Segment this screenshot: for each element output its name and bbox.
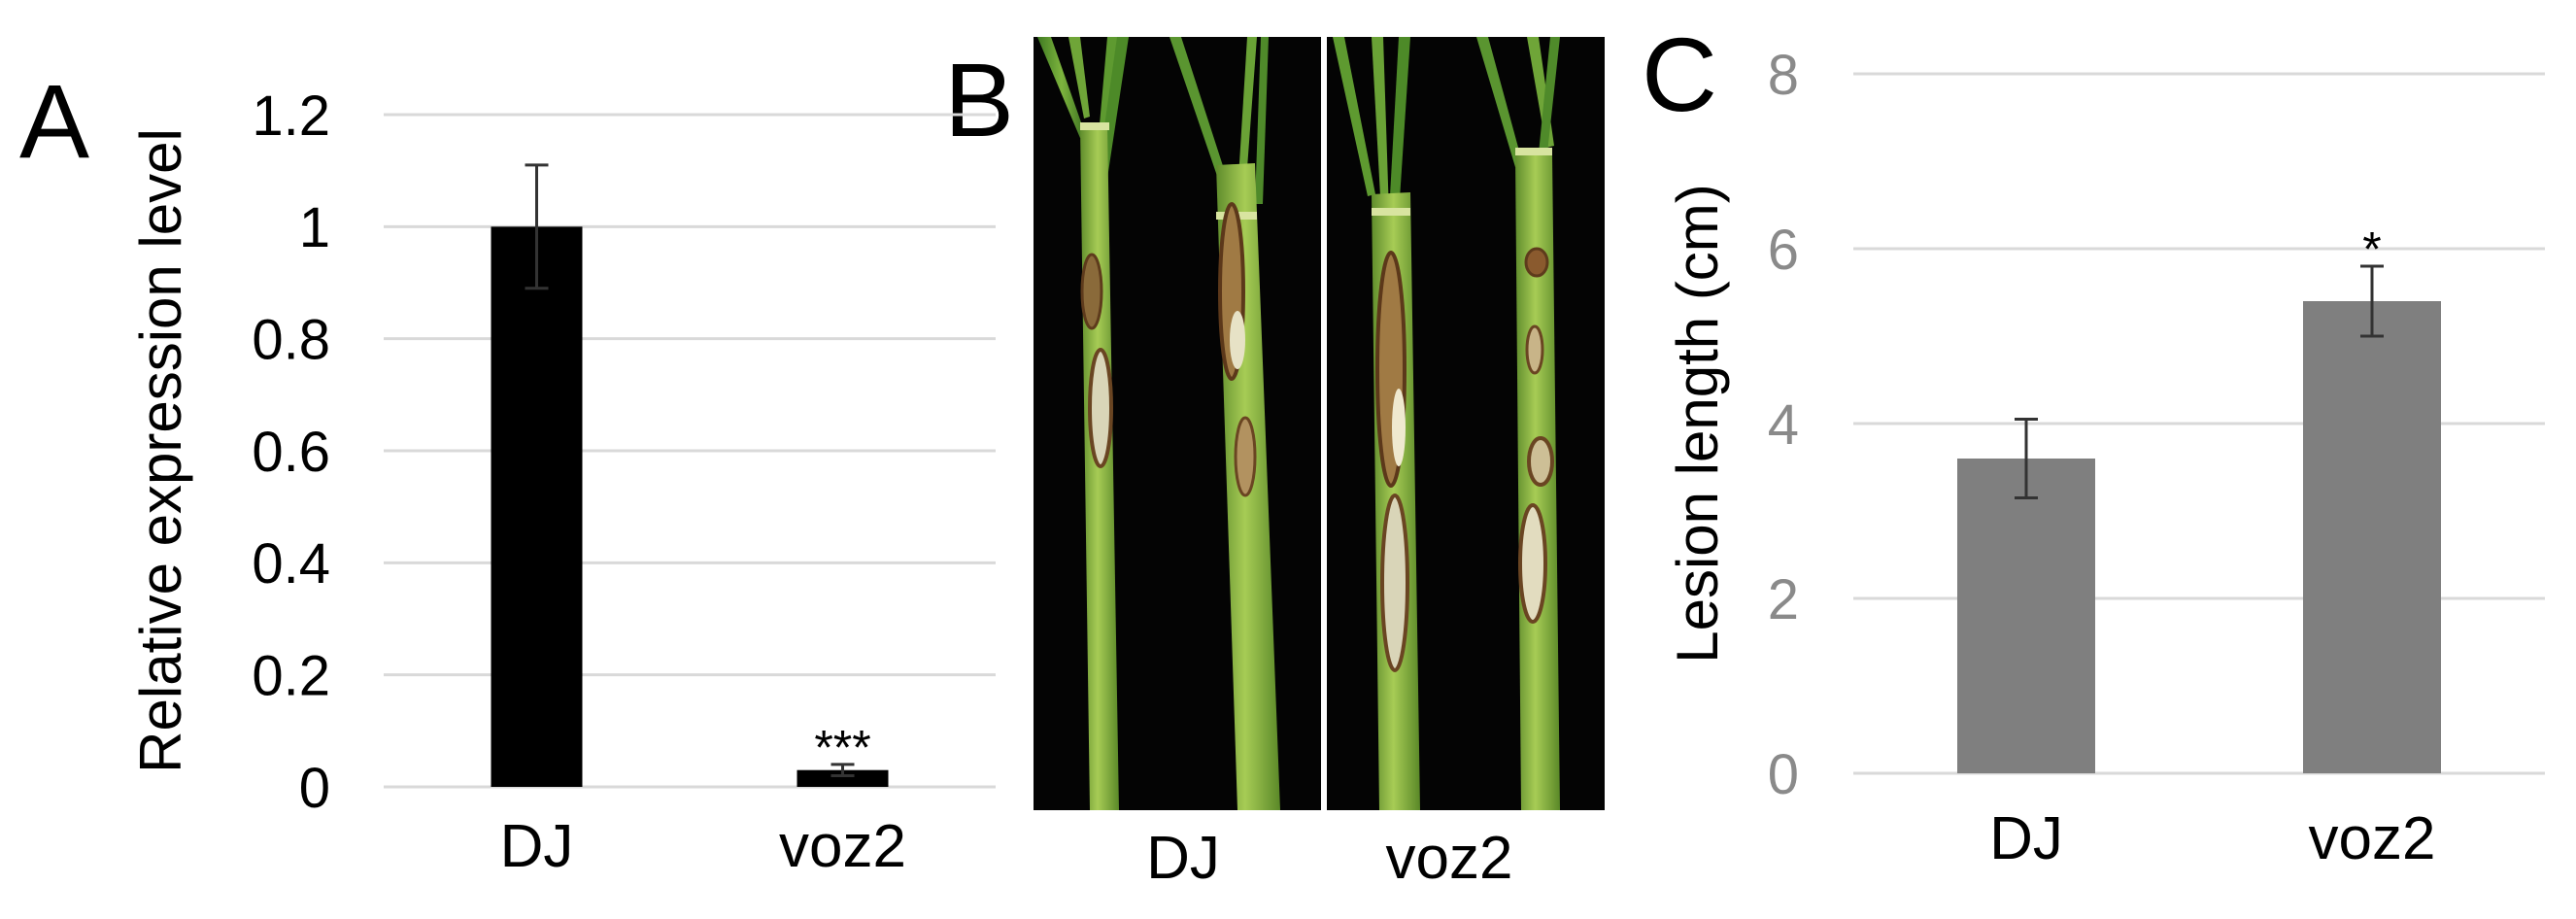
y-tick-label: 0.4 [252,532,330,596]
y-tick-label: 1 [299,196,330,259]
photo-voz2 [1327,37,1605,810]
significance-voz2: *** [814,720,870,774]
y-tick-label: 0.8 [252,309,330,372]
y-tick-label: 2 [1768,568,1799,631]
panel-c-chart: 0 2 4 6 8 Lesion length (cm) DJ * voz2 [1665,44,2545,872]
y-tick-label: 1.2 [252,85,330,148]
significance-voz2: * [2362,222,2381,277]
y-tick-label: 0.6 [252,421,330,484]
photo-label-voz2: voz2 [1386,825,1513,892]
x-tick-label-DJ: DJ [1989,805,2063,872]
panel-c-letter: C [1642,16,1717,133]
x-tick-label-voz2: voz2 [2309,805,2436,872]
y-axis-label: Lesion length (cm) [1665,184,1730,664]
x-tick-label-DJ: DJ [500,813,574,880]
bar-voz2 [2303,301,2441,773]
photo-dj [1034,37,1321,810]
y-tick-label: 6 [1768,219,1799,282]
panel-a-chart: 0 0.2 0.4 0.6 0.8 1 1.2 Relative expression lev… [128,85,996,880]
panel-a-letter: A [19,62,89,180]
panel-b-photo: DJ voz2 [1034,37,1605,892]
bar-DJ [1957,459,2095,773]
y-tick-label: 8 [1768,44,1799,107]
y-tick-label: 4 [1768,393,1799,457]
y-axis-label: Relative expression level [128,128,193,773]
bar-DJ [491,226,583,788]
y-tick-label: 0 [299,757,330,820]
y-tick-label: 0 [1768,743,1799,806]
photo-label-dj: DJ [1146,825,1220,892]
x-tick-label-voz2: voz2 [779,813,906,880]
y-tick-label: 0.2 [252,645,330,708]
panel-b-letter: B [944,41,1014,158]
bar-voz2 [797,769,889,787]
